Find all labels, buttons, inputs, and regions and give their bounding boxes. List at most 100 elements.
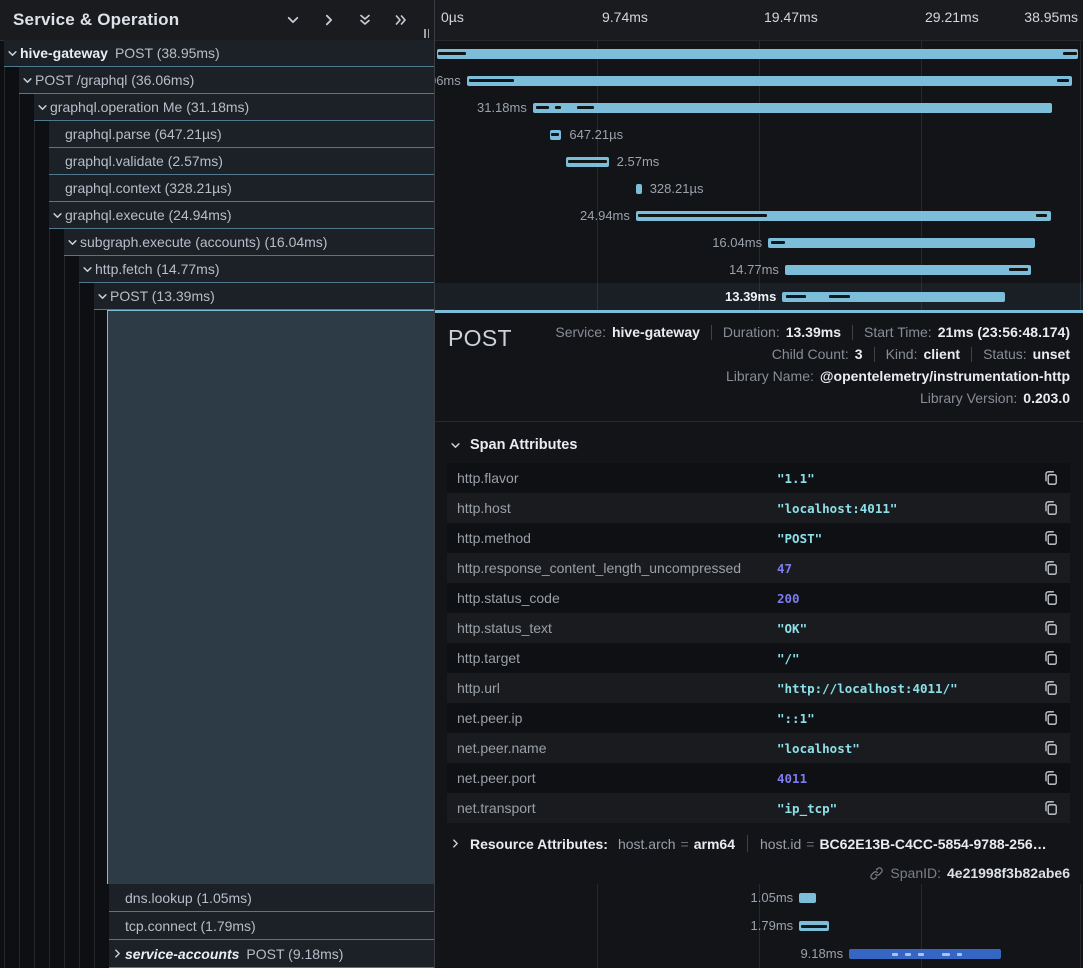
tree-row-graphql-execute[interactable]: graphql.execute (24.94ms) bbox=[49, 202, 434, 229]
chevron-down-icon[interactable] bbox=[49, 210, 65, 221]
detail-divider bbox=[435, 421, 1083, 422]
child-span-mark bbox=[469, 79, 515, 82]
detail-meta-line: Library Name: @opentelemetry/instrumentat… bbox=[530, 365, 1070, 387]
span-duration-bar[interactable] bbox=[784, 264, 1032, 275]
timeline-tick: 38.95ms bbox=[1024, 9, 1078, 25]
span-duration-bar[interactable] bbox=[635, 183, 642, 194]
span-duration-bar[interactable] bbox=[532, 102, 1052, 113]
tree-row-subgraph-execute-accounts-[interactable]: subgraph.execute (accounts) (16.04ms) bbox=[64, 229, 434, 256]
span-bar-row[interactable]: 24.94ms bbox=[435, 202, 1083, 229]
chevron-down-icon[interactable] bbox=[34, 102, 50, 113]
copy-icon[interactable] bbox=[1042, 559, 1060, 577]
span-bar-row[interactable]: 14.77ms bbox=[435, 256, 1083, 283]
chevron-down-icon[interactable] bbox=[94, 291, 110, 302]
span-duration-bar[interactable] bbox=[782, 291, 1006, 302]
attribute-key: http.target bbox=[457, 650, 521, 666]
tree-row-graphql-context[interactable]: graphql.context (328.21µs) bbox=[49, 175, 434, 202]
attribute-value: "http://localhost:4011/" bbox=[777, 680, 958, 696]
span-bar-row[interactable]: 1.05ms bbox=[435, 884, 1083, 912]
chevron-down-icon bbox=[450, 440, 461, 451]
span-duration-bar[interactable] bbox=[635, 210, 1051, 221]
attribute-value: "/" bbox=[777, 650, 800, 666]
child-span-mark bbox=[801, 924, 828, 928]
chevron-right-icon[interactable] bbox=[109, 948, 125, 959]
copy-icon[interactable] bbox=[1042, 469, 1060, 487]
span-tree-panel: Service & Operation hive-gateway POST (38… bbox=[0, 0, 435, 968]
copy-icon[interactable] bbox=[1042, 499, 1060, 517]
detail-meta-line: Service: hive-gateway Duration: 13.39ms Star… bbox=[530, 321, 1070, 343]
service-name: hive-gateway bbox=[20, 45, 108, 61]
copy-icon[interactable] bbox=[1042, 619, 1060, 637]
attribute-key: http.status_code bbox=[457, 590, 560, 606]
span-duration-label: 31.18ms bbox=[476, 100, 527, 115]
tree-row-graphql-parse[interactable]: graphql.parse (647.21µs) bbox=[49, 121, 434, 148]
tree-row-dns-lookup[interactable]: dns.lookup (1.05ms) bbox=[109, 884, 434, 912]
copy-icon[interactable] bbox=[1042, 739, 1060, 757]
span-bar-row[interactable]: 1.79ms bbox=[435, 912, 1083, 940]
tree-row-post-graphql[interactable]: POST /graphql (36.06ms) bbox=[19, 67, 434, 94]
span-bar-row[interactable]: 36.06ms bbox=[435, 67, 1083, 94]
span-bar-row[interactable]: 9.18ms bbox=[435, 940, 1083, 968]
attribute-row: net.peer.ip "::1" bbox=[447, 703, 1070, 733]
meta-value: 13.39ms bbox=[785, 324, 841, 340]
timeline-tick: 0µs bbox=[441, 9, 464, 25]
span-bar-row[interactable]: 2.57ms bbox=[435, 148, 1083, 175]
tree-row-graphql-validate[interactable]: graphql.validate (2.57ms) bbox=[49, 148, 434, 175]
span-attributes-header[interactable]: Span Attributes bbox=[450, 437, 577, 453]
span-duration-bar[interactable] bbox=[768, 237, 1036, 248]
tree-row-post[interactable]: service-accounts POST (9.18ms) bbox=[109, 940, 434, 968]
span-duration-bar[interactable] bbox=[436, 48, 1079, 59]
child-span-mark bbox=[536, 106, 550, 109]
span-bar-row[interactable]: 31.18ms bbox=[435, 94, 1083, 121]
span-bar-row[interactable]: 13.39ms bbox=[435, 283, 1083, 310]
span-attributes-table: http.flavor "1.1" http.host "localhost:4011… bbox=[447, 463, 1070, 823]
double-chevron-right-icon[interactable] bbox=[393, 13, 408, 28]
chevron-down-icon[interactable] bbox=[79, 264, 95, 275]
span-duration-label: 9.18ms bbox=[800, 946, 844, 961]
chevron-right-icon[interactable] bbox=[321, 13, 336, 28]
chevron-down-icon[interactable] bbox=[19, 75, 35, 86]
meta-label: Status: bbox=[983, 346, 1027, 362]
link-icon[interactable] bbox=[869, 866, 884, 881]
child-span-mark bbox=[1062, 52, 1078, 55]
span-bar-row[interactable]: 16.04ms bbox=[435, 229, 1083, 256]
child-span-mark bbox=[437, 52, 467, 55]
timeline-tick: 9.74ms bbox=[602, 9, 648, 25]
chevron-down-icon[interactable] bbox=[285, 13, 300, 28]
copy-icon[interactable] bbox=[1042, 769, 1060, 787]
tree-row-http-fetch[interactable]: http.fetch (14.77ms) bbox=[79, 256, 434, 283]
copy-icon[interactable] bbox=[1042, 589, 1060, 607]
span-duration-bar[interactable] bbox=[849, 949, 1002, 959]
span-name-label: graphql.execute (24.94ms) bbox=[65, 207, 232, 223]
child-span-mark bbox=[638, 214, 767, 217]
span-duration-bar[interactable] bbox=[799, 893, 817, 903]
attribute-row: http.url "http://localhost:4011/" bbox=[447, 673, 1070, 703]
chevron-down-icon[interactable] bbox=[4, 48, 20, 59]
copy-icon[interactable] bbox=[1042, 679, 1060, 697]
child-span-mark bbox=[891, 952, 899, 956]
tree-row-tcp-connect[interactable]: tcp.connect (1.79ms) bbox=[109, 912, 434, 940]
attribute-value: "POST" bbox=[777, 530, 823, 546]
chevron-down-icon[interactable] bbox=[64, 237, 80, 248]
span-bar-row[interactable]: 38.95ms bbox=[435, 40, 1083, 67]
copy-icon[interactable] bbox=[1042, 799, 1060, 817]
span-bar-row[interactable]: 328.21µs bbox=[435, 175, 1083, 202]
attribute-row: net.peer.port 4011 bbox=[447, 763, 1070, 793]
span-duration-bar[interactable] bbox=[466, 75, 1072, 86]
resource-attributes-title[interactable]: Resource Attributes: bbox=[470, 835, 608, 852]
detail-meta-line: Child Count: 3 Kind: client Status: unset bbox=[530, 343, 1070, 365]
double-chevron-down-icon[interactable] bbox=[357, 13, 372, 28]
panel-resize-grip[interactable] bbox=[424, 29, 429, 38]
meta-label: Duration: bbox=[722, 324, 780, 340]
child-span-mark bbox=[786, 295, 807, 298]
tree-row-graphql-operation-me[interactable]: graphql.operation Me (31.18ms) bbox=[34, 94, 434, 121]
copy-icon[interactable] bbox=[1042, 529, 1060, 547]
tree-row-post[interactable]: POST (13.39ms) bbox=[94, 283, 434, 310]
attribute-row: http.status_text "OK" bbox=[447, 613, 1070, 643]
tree-row-post[interactable]: hive-gateway POST (38.95ms) bbox=[4, 40, 434, 67]
copy-icon[interactable] bbox=[1042, 709, 1060, 727]
span-bar-row[interactable]: 647.21µs bbox=[435, 121, 1083, 148]
chevron-right-icon[interactable] bbox=[450, 838, 461, 849]
tree-indent-guide bbox=[34, 40, 35, 968]
copy-icon[interactable] bbox=[1042, 649, 1060, 667]
